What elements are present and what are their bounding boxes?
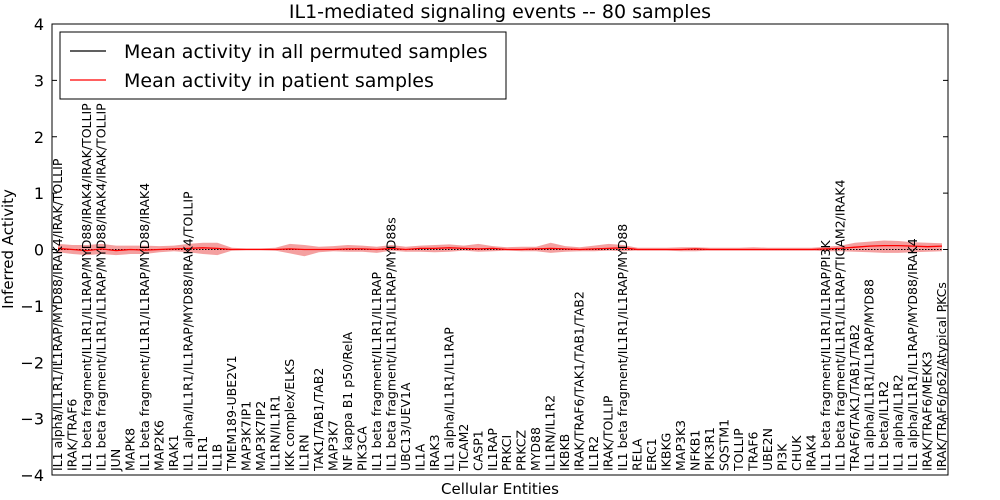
x-category-label: IRAK1 bbox=[166, 434, 181, 471]
x-category-label: TRAF6 bbox=[746, 431, 761, 472]
y-tick-label: −4 bbox=[20, 466, 44, 485]
x-category-label: IRAK3 bbox=[427, 434, 442, 471]
x-category-label: RELA bbox=[630, 438, 645, 471]
x-category-label: IL1R1 bbox=[195, 436, 210, 471]
x-category-label: IL1R2 bbox=[586, 436, 601, 471]
x-category-label: TAK1/TAB1/TAB2 bbox=[311, 368, 326, 472]
x-category-label: IL1 alpha/IL1R1/IL1RAP/MYD88/IRAK4 bbox=[905, 238, 920, 471]
y-tick-label: 0 bbox=[34, 241, 44, 260]
x-category-label: NFKB1 bbox=[688, 430, 703, 471]
x-category-label: IL1 beta fragment/IL1R1/IL1RAP bbox=[369, 271, 384, 471]
y-axis-label: Inferred Activity bbox=[0, 189, 17, 309]
legend-label-permuted: Mean activity in all permuted samples bbox=[124, 41, 487, 63]
x-category-label: MAPK8 bbox=[123, 428, 138, 471]
x-category-label: IL1A bbox=[412, 443, 427, 471]
x-category-label: IKBKB bbox=[557, 434, 572, 471]
y-tick-label: −1 bbox=[20, 297, 44, 316]
y-tick-label: 2 bbox=[34, 128, 44, 147]
x-category-label: IL1 alpha/IL1R2 bbox=[891, 374, 906, 471]
x-category-label: MAP3K7 bbox=[325, 420, 340, 471]
x-category-label: IL1 beta fragment/IL1R1/IL1RAP/MYD88 bbox=[615, 224, 630, 471]
y-tick-label: 4 bbox=[34, 15, 44, 34]
x-category-label: IL1 alpha/IL1R1/IL1RAP bbox=[441, 327, 456, 471]
x-category-label: IRAK/TOLLIP bbox=[601, 395, 616, 471]
y-tick-label: 3 bbox=[34, 71, 44, 90]
x-category-label: IL1RN bbox=[296, 434, 311, 471]
y-tick-label: −2 bbox=[20, 353, 44, 372]
x-category-label: IL1 beta fragment/IL1R1/IL1RAP/MYD88/IRA… bbox=[79, 103, 94, 471]
legend-box bbox=[59, 31, 507, 100]
x-category-label: NF kappa B1 p50/RelA bbox=[340, 331, 355, 471]
x-category-label: IL1 beta fragment/IL1R1/IL1RAP/MYD88/IRA… bbox=[137, 183, 152, 471]
y-tick-label: 1 bbox=[34, 184, 44, 203]
x-category-label: IL1RN/IL1R2 bbox=[543, 395, 558, 471]
x-category-label: IL1B bbox=[209, 444, 224, 471]
x-category-label: PIK3CA bbox=[354, 426, 369, 471]
chart-title: IL1-mediated signaling events -- 80 samp… bbox=[289, 1, 711, 23]
x-category-label: IL1 alpha/IL1R1/IL1RAP/MYD88/IRAK4/TOLLI… bbox=[180, 191, 195, 471]
x-category-label: IL1RN/IL1R1 bbox=[267, 395, 282, 471]
legend-label-patient: Mean activity in patient samples bbox=[124, 70, 434, 92]
x-category-label: PIK3R1 bbox=[702, 427, 717, 471]
x-category-label: IL1 beta fragment/IL1R1/IL1RAP/PI3K bbox=[818, 240, 833, 471]
x-category-label: PRKCZ bbox=[514, 430, 529, 471]
x-category-label: TICAM2 bbox=[456, 424, 471, 472]
x-category-label: MAP3K3 bbox=[673, 420, 688, 471]
x-category-label: ERC1 bbox=[644, 438, 659, 471]
x-category-label: MAP3K7IP1 bbox=[238, 401, 253, 471]
series-line-patient bbox=[57, 244, 943, 252]
x-category-label: TOLLIP bbox=[731, 428, 746, 472]
x-category-label: CASP1 bbox=[470, 430, 485, 471]
x-category-label: IL1 beta/IL1R2 bbox=[876, 381, 891, 471]
x-category-label: JUN bbox=[108, 449, 123, 472]
x-category-label: IL1 alpha/IL1R1/IL1RAP/MYD88 bbox=[862, 279, 877, 471]
x-category-label: IRAK4 bbox=[804, 434, 819, 471]
x-category-label: IRAK/TRAF6/p62/Atypical PKCs bbox=[934, 282, 949, 471]
x-category-label: TRAF6/TAK1/TAB1/TAB2 bbox=[847, 324, 862, 472]
x-category-label: IL1 alpha/IL1R1/IL1RAP/MYD88/IRAK4/IRAK/… bbox=[50, 158, 65, 471]
x-category-label: PI3K bbox=[775, 443, 790, 471]
y-tick-label: −3 bbox=[20, 410, 44, 429]
x-category-label: IL1 beta fragment/IL1R1/IL1RAP/MYD88/IRA… bbox=[94, 103, 109, 471]
x-axis-label: Cellular Entities bbox=[441, 480, 559, 498]
x-category-label: TMEM189-UBE2V1 bbox=[224, 355, 239, 472]
x-category-label: IL1RAP bbox=[485, 428, 500, 471]
x-category-label: SQSTM1 bbox=[717, 419, 732, 471]
x-category-label: UBC13/UEV1A bbox=[398, 382, 413, 471]
x-category-label: UBE2N bbox=[760, 428, 775, 471]
x-category-label: IRAK/TRAF6/TAK1/TAB1/TAB2 bbox=[572, 291, 587, 471]
x-category-label: IKK complex/ELKS bbox=[282, 359, 297, 471]
x-category-label: IL1 beta fragment/IL1R1/IL1RAP/TICAM2/IR… bbox=[833, 180, 848, 471]
x-category-label: MYD88 bbox=[528, 427, 543, 471]
x-category-label: MAP2K6 bbox=[151, 420, 166, 471]
x-category-label: IRAK/TRAF6 bbox=[65, 399, 80, 471]
x-category-label: CHUK bbox=[789, 435, 804, 471]
x-category-label: IRAK/TRAF6/MEKK3 bbox=[920, 351, 935, 471]
x-category-label: PRKCI bbox=[499, 435, 514, 471]
legend: Mean activity in all permuted samples Me… bbox=[59, 31, 507, 100]
x-category-label: MAP3K7IP2 bbox=[253, 401, 268, 471]
x-category-label: IKBKG bbox=[659, 433, 674, 471]
x-category-label: IL1 beta fragment/IL1R1/IL1RAP/MYD88s bbox=[383, 217, 398, 471]
